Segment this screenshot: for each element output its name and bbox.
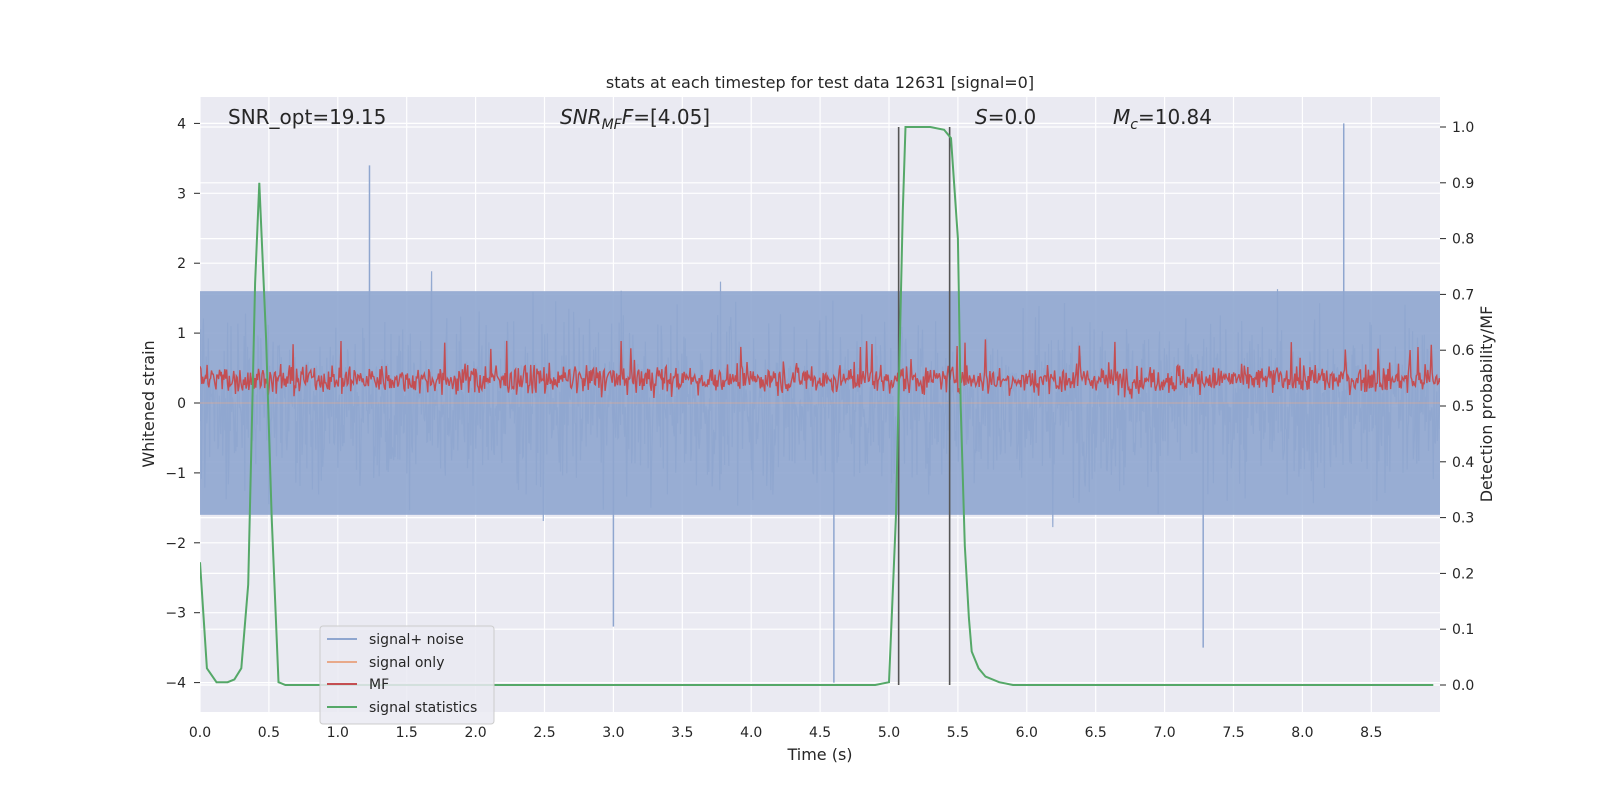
x-tick-label: 4.0: [740, 725, 762, 741]
x-tick-label: 4.5: [809, 725, 831, 741]
x-axis-label: Time (s): [786, 745, 852, 764]
x-tick-label: 1.0: [327, 725, 349, 741]
y-axis-label: Whitened strain: [139, 340, 158, 467]
y-right-tick-label: 0.3: [1452, 511, 1474, 527]
mc-annotation: Mc=10.84: [1113, 105, 1212, 133]
y-tick-label: 0: [177, 396, 186, 412]
y-right-tick-label: 0.7: [1452, 287, 1474, 303]
signal-noise-series: [200, 123, 1440, 683]
y-tick-label: 2: [177, 256, 186, 272]
x-tick-label: 2.0: [464, 725, 486, 741]
x-tick-label: 8.5: [1360, 725, 1382, 741]
y-right-axis-ticks: 1.0 0.9 0.8 0.7 0.6 0.5 0.4 0.3 0.2 0.1 0.0: [1440, 120, 1474, 694]
y-axis-ticks: 4 3 2 1 0 −1 −2 −3 −4: [165, 116, 200, 692]
y-right-tick-label: 0.5: [1452, 399, 1474, 415]
x-tick-label: 5.0: [878, 725, 900, 741]
y-right-tick-label: 0.8: [1452, 232, 1474, 248]
x-tick-label: 5.5: [947, 725, 969, 741]
x-tick-label: 1.5: [396, 725, 418, 741]
s-annotation: S=0.0: [975, 105, 1036, 129]
x-tick-label: 6.5: [1085, 725, 1107, 741]
y-tick-label: 3: [177, 186, 186, 202]
snr-mf-annotation: SNRMFF=[4.05]: [560, 105, 710, 133]
y-right-tick-label: 0.2: [1452, 566, 1474, 582]
legend-label-signal-statistics: signal statistics: [369, 700, 477, 716]
y-right-tick-label: 0.9: [1452, 176, 1474, 192]
legend-label-signal-noise: signal+ noise: [369, 632, 464, 648]
x-axis-ticks: 0.0 0.5 1.0 1.5 2.0 2.5 3.0 3.5 4.0 4.5 5.0 5.5 6.0 6…: [189, 725, 1383, 741]
x-tick-label: 8.0: [1291, 725, 1313, 741]
y-right-tick-label: 0.6: [1452, 343, 1474, 359]
snr-opt-annotation: SNR_opt=19.15: [228, 105, 386, 129]
signal-statistics-line: [200, 126, 1434, 686]
mf-series: [200, 339, 1440, 399]
y-tick-label: −3: [165, 606, 186, 622]
y-tick-label: 4: [177, 116, 186, 132]
mf-line: [200, 339, 1440, 399]
signal-statistics-series: [200, 126, 1434, 686]
y-right-tick-label: 0.0: [1452, 678, 1474, 694]
legend-box: [319, 625, 495, 725]
x-tick-label: 6.0: [1016, 725, 1038, 741]
x-tick-label: 2.5: [533, 725, 555, 741]
x-tick-label: 3.0: [602, 725, 624, 741]
x-tick-label: 0.5: [258, 725, 280, 741]
x-tick-label: 7.0: [1153, 725, 1175, 741]
legend-label-signal-only: signal only: [369, 655, 444, 671]
legend-label-mf: MF: [369, 677, 389, 693]
x-tick-label: 0.0: [189, 725, 211, 741]
x-tick-label: 7.5: [1222, 725, 1244, 741]
chart-title: stats at each timestep for test data 126…: [606, 73, 1034, 92]
y-tick-label: −1: [165, 466, 186, 482]
y-tick-label: 1: [177, 326, 186, 342]
legend: signal+ noise signal only MF signal stat…: [319, 625, 495, 725]
y-right-tick-label: 1.0: [1452, 120, 1474, 136]
y-right-tick-label: 0.4: [1452, 455, 1474, 471]
y-right-tick-label: 0.1: [1452, 622, 1474, 638]
x-tick-label: 3.5: [671, 725, 693, 741]
y-right-axis-label: Detection probability/MF: [1477, 306, 1496, 503]
y-tick-label: −2: [165, 536, 186, 552]
y-tick-label: −4: [165, 676, 186, 692]
